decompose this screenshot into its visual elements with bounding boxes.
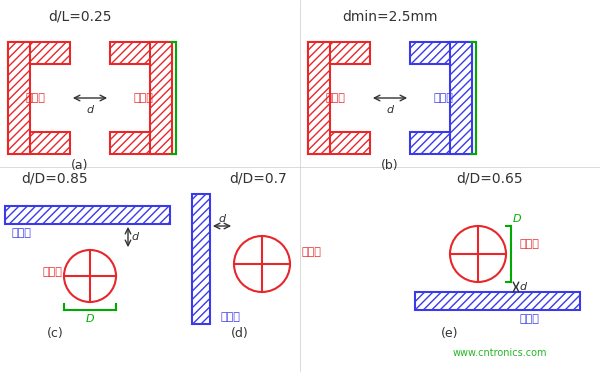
- Bar: [8, 42, 70, 64]
- Text: 冷表面: 冷表面: [433, 93, 453, 103]
- Text: (c): (c): [47, 327, 64, 340]
- Text: d: d: [86, 105, 94, 115]
- Text: d/D=0.7: d/D=0.7: [229, 172, 287, 186]
- Text: d: d: [131, 232, 138, 242]
- Text: dmin=2.5mm: dmin=2.5mm: [342, 10, 438, 24]
- Text: 热表面: 热表面: [325, 93, 345, 103]
- Bar: [308, 132, 370, 154]
- Text: (d): (d): [231, 327, 249, 340]
- Text: d: d: [519, 282, 526, 292]
- Text: 热表面: 热表面: [302, 247, 322, 257]
- Text: D: D: [513, 214, 521, 224]
- Text: 热表面: 热表面: [42, 267, 62, 277]
- Bar: [150, 42, 172, 154]
- Text: 热表面: 热表面: [25, 93, 45, 103]
- Text: d: d: [386, 105, 394, 115]
- Text: 冷表面: 冷表面: [220, 312, 240, 322]
- Bar: [110, 132, 172, 154]
- Text: (e): (e): [441, 327, 459, 340]
- Text: D: D: [86, 314, 94, 324]
- Text: d/L=0.25: d/L=0.25: [48, 10, 112, 24]
- Bar: [192, 194, 210, 324]
- Text: 冷表面: 冷表面: [12, 228, 32, 238]
- Bar: [110, 42, 172, 64]
- Bar: [308, 42, 330, 154]
- Text: d/D=0.85: d/D=0.85: [22, 172, 88, 186]
- Text: 冷表面: 冷表面: [520, 314, 540, 324]
- Text: d: d: [218, 214, 226, 224]
- Bar: [8, 42, 30, 154]
- Bar: [5, 206, 170, 224]
- Bar: [450, 42, 472, 154]
- Text: www.cntronics.com: www.cntronics.com: [453, 348, 547, 358]
- Text: (a): (a): [71, 159, 89, 172]
- Text: d/D=0.65: d/D=0.65: [457, 172, 523, 186]
- Bar: [415, 292, 580, 310]
- Bar: [410, 42, 472, 64]
- Text: 热表面: 热表面: [133, 93, 153, 103]
- Bar: [308, 42, 370, 64]
- Text: 热表面: 热表面: [520, 239, 540, 249]
- Bar: [410, 132, 472, 154]
- Bar: [8, 132, 70, 154]
- Text: (b): (b): [381, 159, 399, 172]
